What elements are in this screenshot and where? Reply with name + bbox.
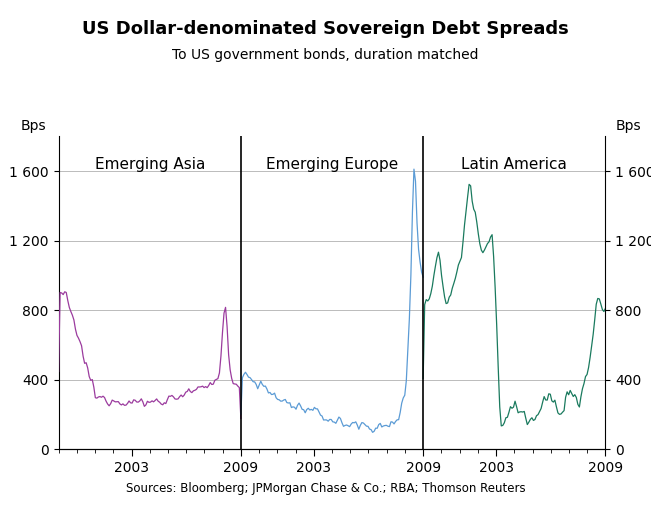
Text: Bps: Bps [615, 119, 641, 133]
Text: Latin America: Latin America [462, 157, 567, 172]
Text: Sources: Bloomberg; JPMorgan Chase & Co.; RBA; Thomson Reuters: Sources: Bloomberg; JPMorgan Chase & Co.… [126, 482, 525, 495]
Text: US Dollar-denominated Sovereign Debt Spreads: US Dollar-denominated Sovereign Debt Spr… [82, 20, 569, 38]
Text: Emerging Asia: Emerging Asia [94, 157, 205, 172]
Text: To US government bonds, duration matched: To US government bonds, duration matched [173, 48, 478, 62]
Text: Bps: Bps [20, 119, 46, 133]
Text: Emerging Europe: Emerging Europe [266, 157, 398, 172]
